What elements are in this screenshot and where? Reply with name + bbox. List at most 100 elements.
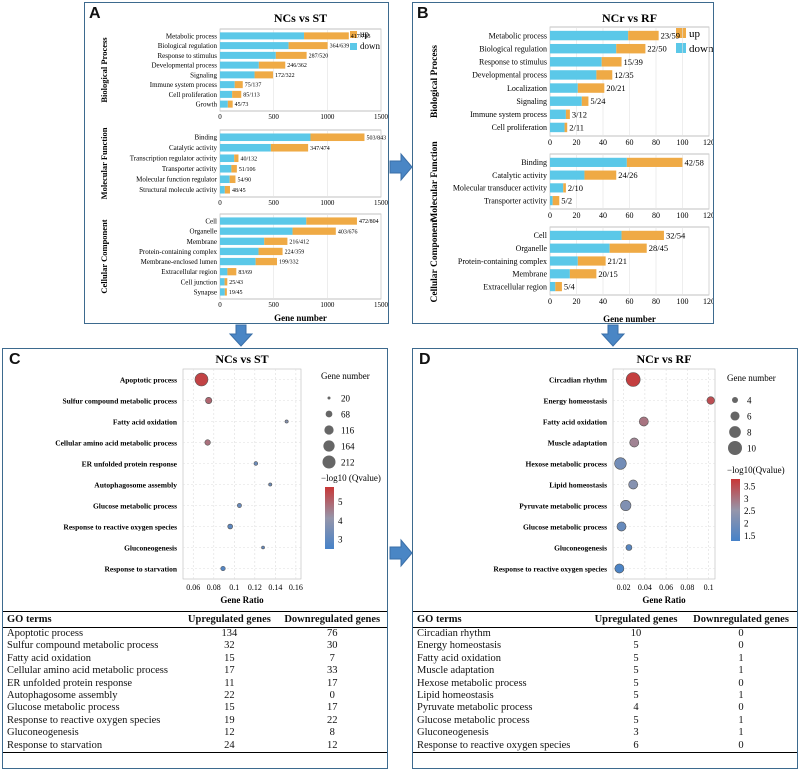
- x-tick-label: 60: [626, 211, 634, 220]
- size-legend-label: 6: [747, 412, 752, 422]
- bubble-point: [284, 419, 289, 424]
- facet-label: Cellular Component: [430, 219, 440, 303]
- bar-down: [550, 157, 627, 167]
- table-header-row: GO terms Upregulated genes Downregulated g…: [3, 611, 387, 628]
- table-cell: 7: [329, 652, 335, 664]
- term-label: Pyruvate metabolic process: [519, 502, 607, 511]
- bar-value-label: 28/45: [649, 243, 668, 253]
- bar-down: [550, 70, 597, 80]
- table-row: Glucose metabolic process 5 1: [413, 715, 797, 727]
- table-cell: 6: [587, 739, 686, 754]
- size-legend-circle: [324, 425, 334, 435]
- bar-down: [550, 256, 578, 266]
- bar-value-label: 20/21: [606, 83, 625, 93]
- term-label: Sulfur compound metabolic process: [62, 397, 177, 406]
- table-cell: Sulfur compound metabolic process: [7, 640, 159, 652]
- table-cell: Fatty acid oxidation: [7, 652, 91, 664]
- bar-down: [220, 185, 225, 194]
- bar-value-label: 246/362: [287, 63, 307, 69]
- table-row: ER unfolded protein response 11 17: [3, 678, 387, 690]
- x-tick-label: 80: [652, 211, 660, 220]
- table-cell: 30: [326, 640, 338, 652]
- x-tick-label: 1500: [374, 113, 388, 121]
- chart-title: NCs vs ST: [274, 11, 327, 25]
- category-label: Response to stimulus: [479, 58, 547, 67]
- arrow-right-bottom-icon: [389, 538, 413, 568]
- table-row: Fatty acid oxidation 15 7: [3, 653, 387, 665]
- bar-down: [220, 32, 305, 40]
- x-tick-label: 1500: [374, 199, 388, 207]
- term-label: Circadian rhythm: [549, 376, 608, 385]
- legend-down-label: down: [360, 41, 380, 51]
- bar-value-label: 75/137: [245, 83, 262, 89]
- table-row: Pyruvate metabolic process 4 0: [413, 702, 797, 714]
- size-legend-label: 116: [341, 426, 355, 436]
- category-label: Immune system process: [150, 81, 218, 89]
- table-row: Glucose metabolic process 15 17: [3, 702, 387, 714]
- size-legend-circle: [325, 410, 333, 418]
- category-label: Extracellular region: [483, 282, 547, 291]
- table-cell: 15: [224, 702, 235, 714]
- table-header-cell: Upregulated genes: [587, 611, 686, 628]
- bar-up: [224, 278, 228, 286]
- chart-title: NCr vs RF: [636, 352, 691, 366]
- table-cell: Autophagosome assembly: [7, 690, 118, 702]
- chart-title: NCr vs RF: [602, 11, 657, 25]
- category-label: Transcription regulator activity: [130, 155, 218, 163]
- bar-up: [577, 83, 605, 93]
- bar-down: [550, 243, 610, 253]
- legend-down-label: down: [689, 43, 713, 55]
- bar-up: [232, 90, 242, 98]
- bar-up: [275, 51, 307, 59]
- bar-up: [596, 70, 613, 80]
- category-label: Membrane: [512, 270, 547, 279]
- bar-value-label: 51/106: [239, 167, 256, 173]
- bar-down: [220, 143, 271, 152]
- size-legend-label: 4: [747, 396, 752, 406]
- table-cell: Energy homeostasis: [417, 640, 502, 652]
- table-cell: 17: [224, 665, 235, 677]
- x-tick-label: 0.06: [659, 583, 673, 592]
- term-label: Fatty acid oxidation: [543, 418, 608, 427]
- table-cell: Glucose metabolic process: [7, 702, 120, 714]
- table-cell: 134: [221, 628, 238, 639]
- table-cell: Fatty acid oxidation: [417, 652, 501, 664]
- bubble-point: [227, 523, 233, 530]
- x-tick-label: 0: [548, 297, 552, 306]
- facet-frame: [219, 28, 382, 112]
- category-label: Synapse: [194, 288, 217, 296]
- panel-label-a: A: [89, 5, 101, 22]
- size-legend-label: 164: [341, 442, 355, 452]
- x-tick-label: 0.14: [268, 583, 282, 592]
- bar-up: [292, 227, 336, 235]
- arrow-right-top-icon: [389, 152, 413, 182]
- x-tick-label: 120: [703, 211, 713, 220]
- table-cell: 11: [224, 677, 235, 689]
- table-cell: 12: [224, 727, 235, 739]
- term-label: Response to starvation: [105, 565, 178, 574]
- color-legend-tick: 2.5: [744, 506, 756, 516]
- category-label: Cell: [205, 218, 217, 226]
- bar-value-label: 23/59: [661, 31, 680, 41]
- bar-down: [220, 268, 228, 276]
- bar-value-label: 2/10: [568, 183, 583, 193]
- bar-value-label: 172/322: [275, 73, 295, 79]
- table-cell: 5: [633, 640, 639, 652]
- panel-c: C NCs vs ST 0.06 0.08 0.1 0.12 0.14 0.16 Apopto…: [2, 348, 388, 769]
- color-legend-title: −log10(Qvalue): [727, 465, 785, 475]
- bar-up: [555, 281, 562, 292]
- category-label: Growth: [196, 101, 218, 109]
- size-legend-label: 212: [341, 458, 355, 468]
- bar-down: [550, 122, 565, 133]
- bar-up: [616, 43, 646, 54]
- bar-up: [258, 61, 286, 69]
- bar-up: [626, 157, 683, 167]
- bar-down: [550, 57, 602, 67]
- bubble-point: [620, 499, 632, 512]
- x-tick-label: 1000: [320, 301, 335, 309]
- table-row: Apoptotic process 134 76: [3, 628, 387, 641]
- bar-up: [565, 109, 570, 120]
- bar-value-label: 15/39: [624, 57, 643, 67]
- bar-up: [584, 170, 617, 180]
- size-legend-label: 8: [747, 428, 752, 438]
